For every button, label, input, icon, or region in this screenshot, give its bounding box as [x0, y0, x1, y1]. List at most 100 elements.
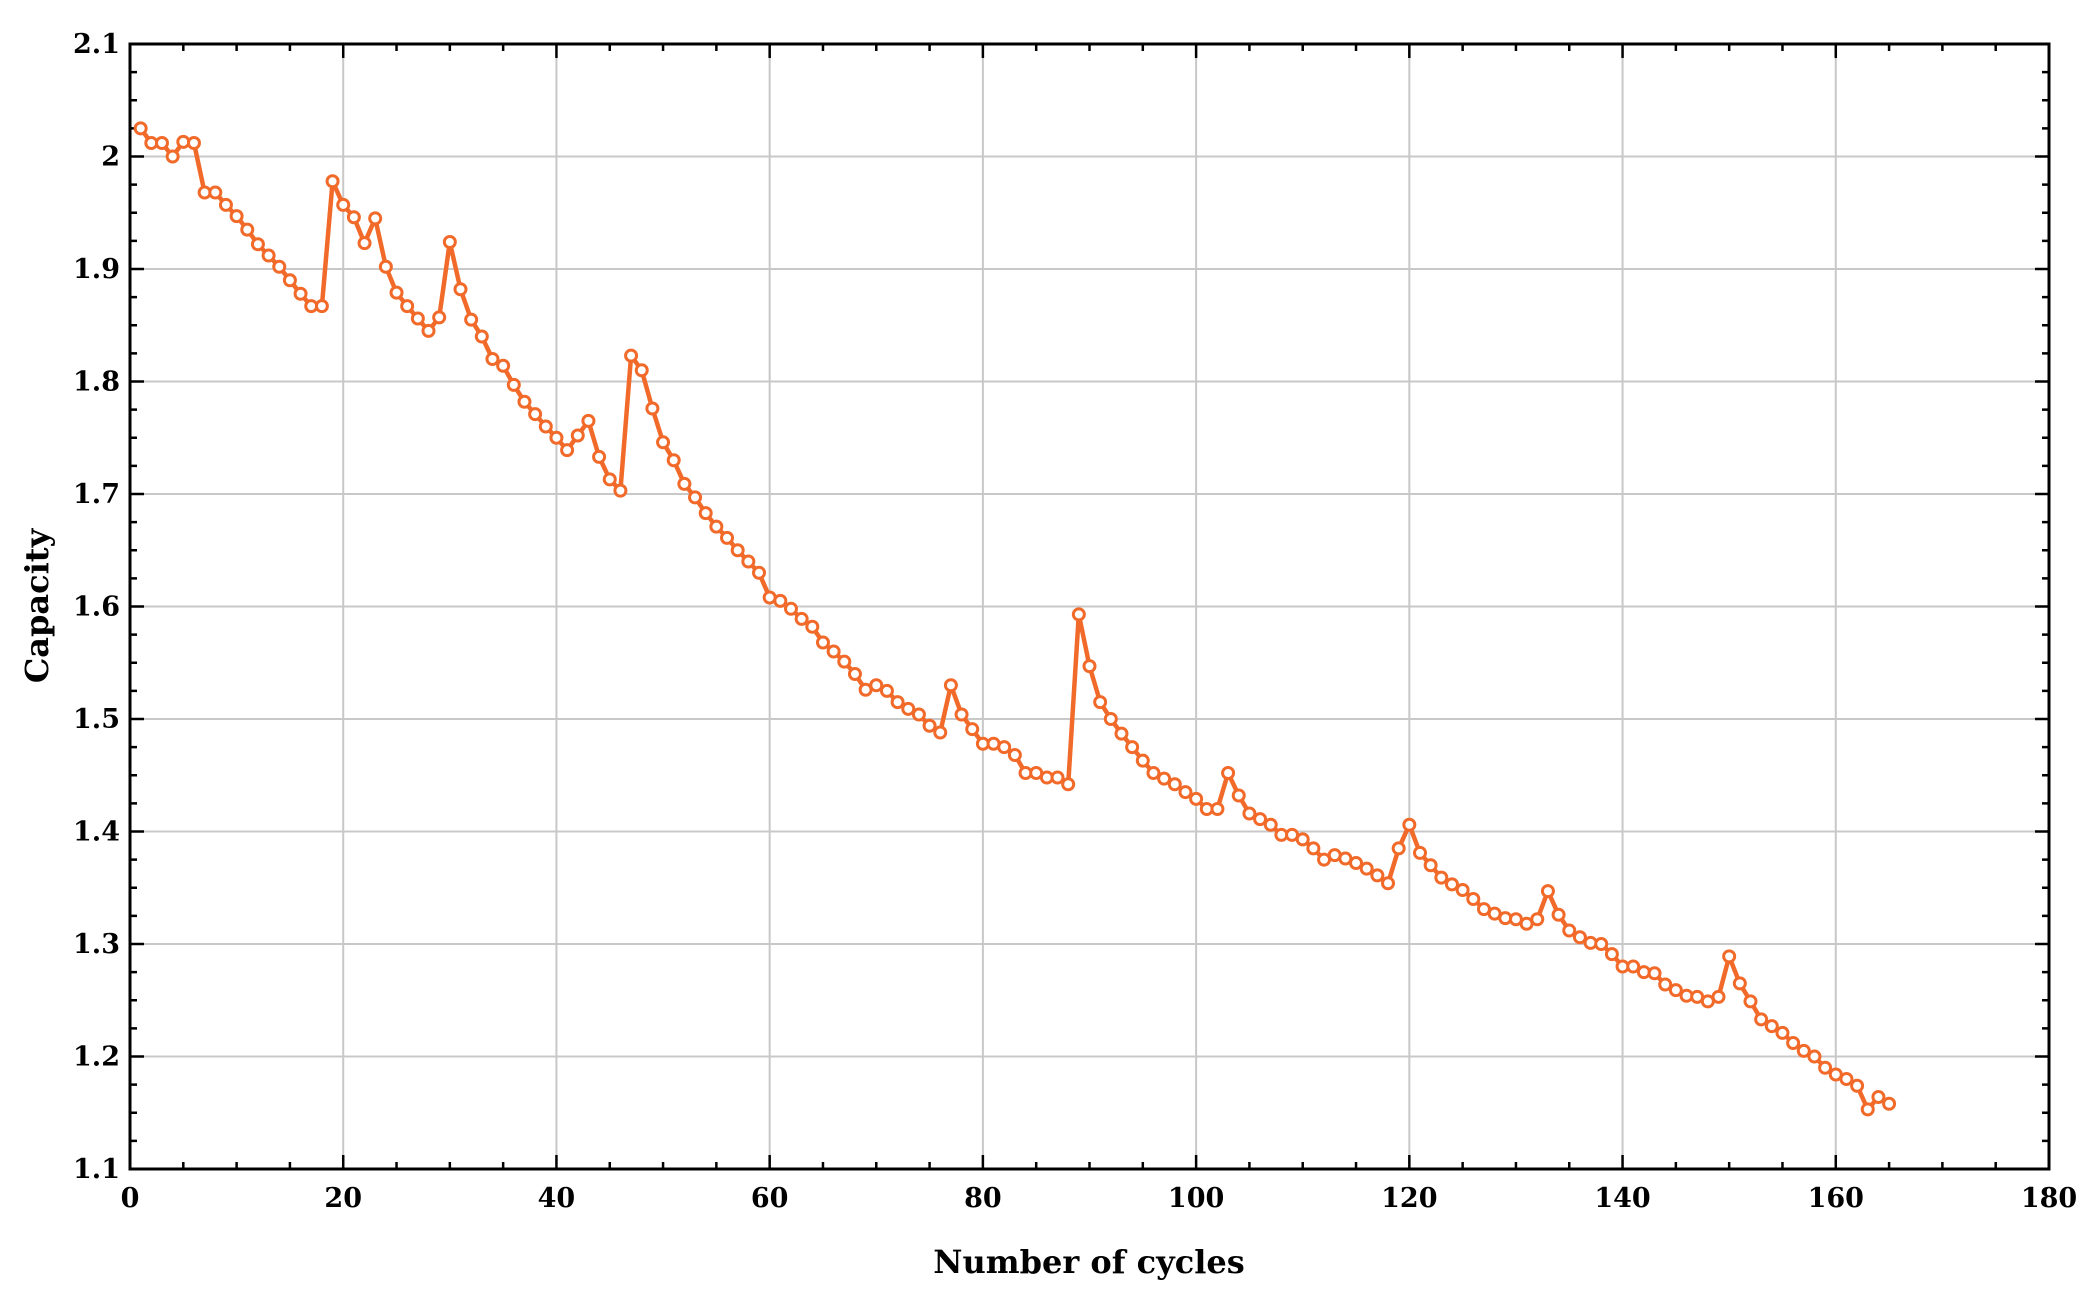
data-point	[1125, 740, 1140, 755]
data-point	[1306, 841, 1321, 856]
data-point	[1103, 712, 1118, 726]
data-point	[336, 197, 351, 212]
data-point	[1807, 1049, 1822, 1064]
data-point	[1007, 748, 1022, 762]
data-point	[357, 236, 372, 251]
y-tick-label: 1.9	[73, 254, 120, 285]
data-point	[837, 654, 852, 669]
x-axis-label: Number of cycles	[933, 1243, 1244, 1281]
data-point	[1658, 977, 1673, 992]
data-point	[1572, 930, 1587, 945]
data-point	[464, 312, 479, 327]
data-point	[410, 311, 425, 326]
x-tick-label: 120	[1381, 1183, 1437, 1214]
data-point	[709, 519, 724, 534]
data-point	[1839, 1072, 1854, 1086]
x-tick-label: 100	[1168, 1183, 1224, 1214]
x-tick-label: 20	[324, 1183, 362, 1214]
data-point	[1189, 791, 1204, 806]
data-point	[1253, 812, 1268, 827]
data-point	[1540, 884, 1555, 899]
data-point	[890, 695, 905, 710]
data-point	[1444, 877, 1459, 892]
data-point	[165, 149, 180, 164]
data-point	[592, 449, 607, 464]
data-point	[1754, 1012, 1769, 1027]
data-point	[1412, 845, 1427, 860]
data-point	[1093, 695, 1108, 710]
data-point	[1626, 959, 1641, 974]
data-point	[1157, 771, 1172, 786]
data-point	[1135, 753, 1150, 768]
y-tick-label: 1.1	[73, 1154, 120, 1185]
data-point	[506, 377, 521, 392]
data-point	[954, 707, 969, 722]
data-point	[261, 248, 276, 263]
data-point	[602, 472, 617, 487]
data-point	[1743, 994, 1758, 1009]
data-point	[1882, 1096, 1897, 1111]
x-tick-label: 0	[121, 1183, 140, 1214]
data-point	[400, 299, 415, 314]
data-point	[997, 740, 1012, 755]
data-point	[581, 413, 596, 428]
data-point	[517, 394, 532, 409]
data-point	[1370, 868, 1385, 883]
x-tick-label: 80	[964, 1183, 1002, 1214]
data-point	[240, 222, 255, 237]
y-tick-label: 1.3	[73, 929, 120, 960]
data-point	[1263, 817, 1278, 832]
y-tick-label: 2.1	[73, 29, 120, 60]
data-point	[389, 285, 404, 300]
data-point	[325, 174, 340, 189]
data-point	[1668, 983, 1683, 998]
data-point	[282, 273, 297, 288]
data-point	[1594, 937, 1609, 951]
data-point	[528, 407, 543, 422]
data-point	[730, 543, 745, 558]
data-point	[1167, 777, 1182, 792]
data-point	[1455, 883, 1470, 897]
data-point	[805, 619, 820, 634]
data-point	[1402, 817, 1417, 832]
data-point	[229, 209, 244, 224]
data-point	[879, 683, 894, 698]
data-point	[1764, 1019, 1779, 1034]
y-tick-label: 1.6	[73, 592, 120, 623]
data-point	[1295, 832, 1310, 847]
data-point	[773, 593, 788, 608]
data-point	[1562, 923, 1577, 938]
y-axis-label: Capacity	[18, 527, 56, 683]
data-point	[272, 259, 287, 274]
data-point	[698, 506, 713, 521]
data-point	[1242, 806, 1257, 821]
data-point	[1231, 788, 1246, 803]
data-point	[815, 635, 830, 650]
data-point	[794, 611, 809, 626]
data-point	[943, 678, 958, 693]
data-point	[368, 211, 383, 226]
data-point	[293, 286, 308, 301]
x-tick-label: 160	[1808, 1183, 1864, 1214]
x-tick-label: 40	[538, 1183, 576, 1214]
data-point	[720, 530, 735, 545]
data-point	[1146, 766, 1161, 780]
data-point	[1551, 907, 1566, 922]
data-point	[1178, 785, 1193, 800]
data-point	[1786, 1036, 1801, 1050]
data-point	[1061, 777, 1076, 792]
data-point	[453, 282, 468, 297]
data-point	[688, 490, 703, 505]
data-point	[432, 310, 447, 325]
x-tick-label: 180	[2021, 1183, 2077, 1214]
data-point	[1530, 912, 1545, 927]
data-point	[1359, 861, 1374, 876]
data-point	[1466, 892, 1481, 906]
data-point	[901, 701, 916, 716]
x-tick-label: 140	[1594, 1183, 1650, 1214]
grid-layer	[130, 44, 2049, 1169]
data-point	[1722, 949, 1737, 964]
data-point	[922, 718, 937, 733]
data-point	[933, 725, 948, 740]
